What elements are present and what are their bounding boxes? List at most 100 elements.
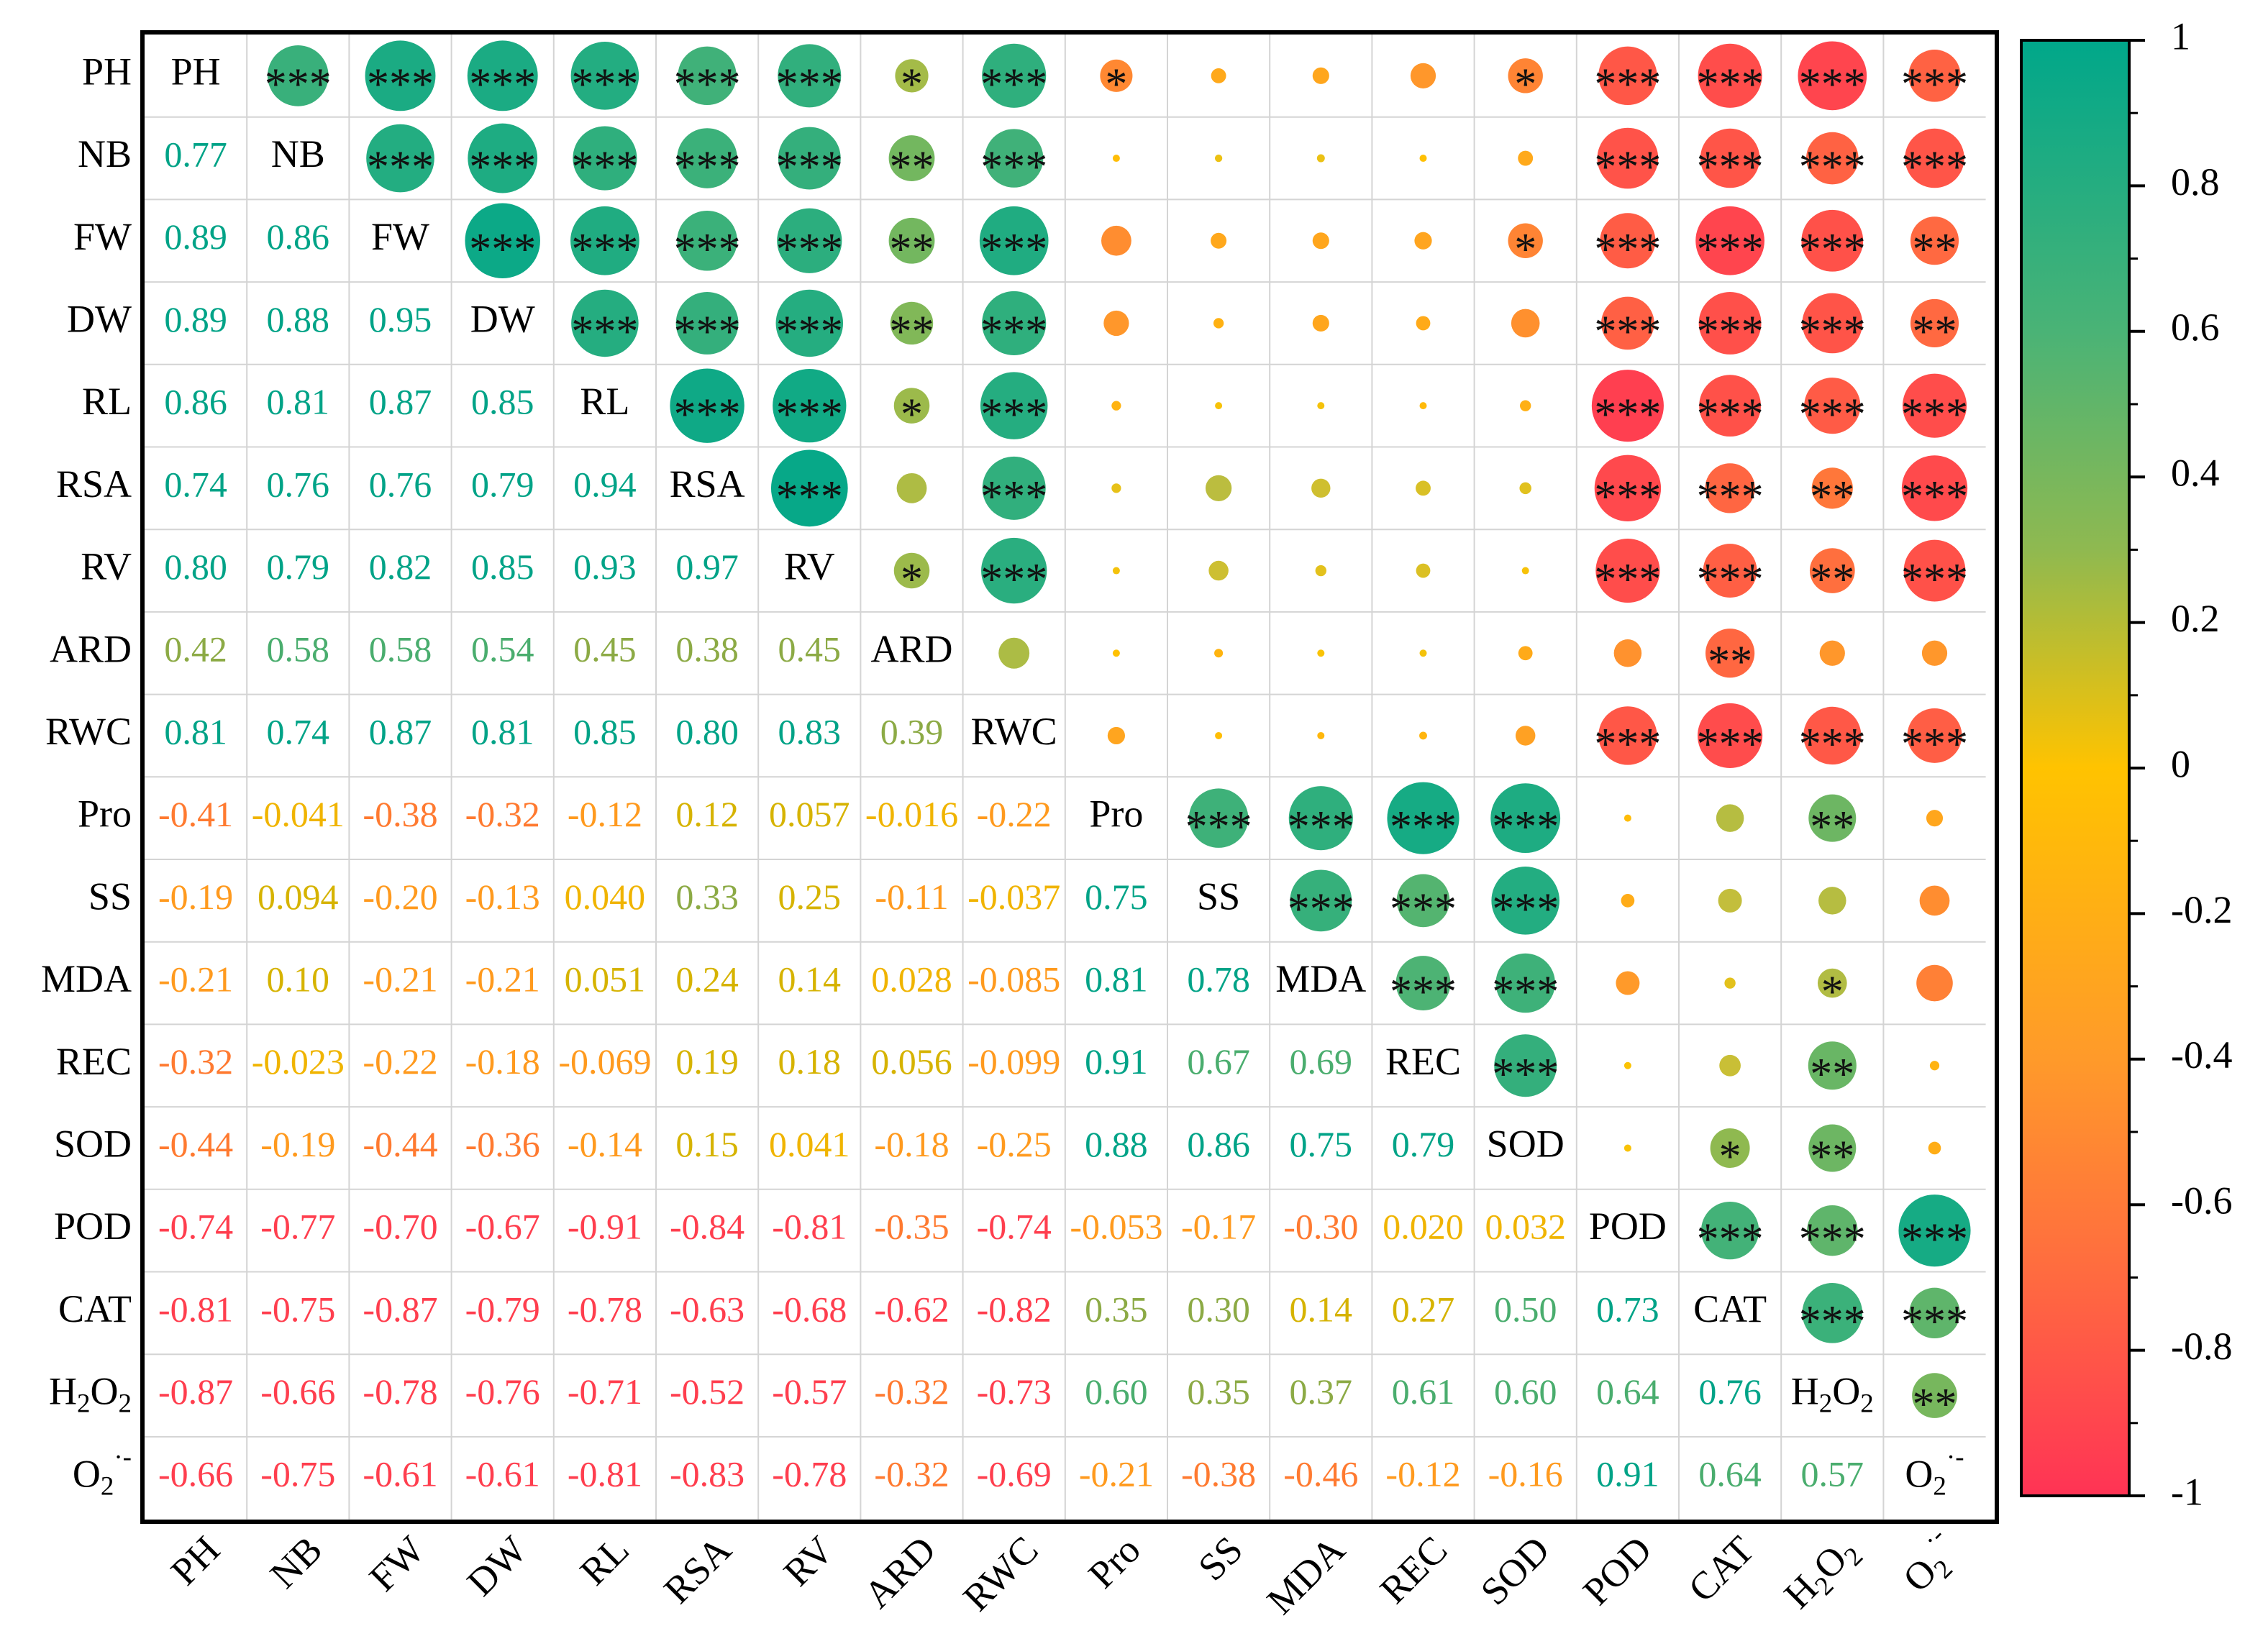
corr-circle <box>773 369 847 443</box>
corr-value: -0.61 <box>363 1454 437 1494</box>
corr-value: -0.069 <box>558 1041 651 1082</box>
corr-circle <box>1312 314 1329 332</box>
corr-circle <box>1909 1287 1960 1339</box>
diagonal-label-SOD: SOD <box>1487 1123 1565 1166</box>
corr-value: 0.75 <box>1085 877 1148 917</box>
corr-value: -0.21 <box>1079 1454 1154 1494</box>
corr-value: -0.69 <box>977 1454 1052 1494</box>
corr-value: -0.19 <box>158 877 233 917</box>
corr-circle <box>1718 888 1742 913</box>
corr-circle <box>670 368 744 443</box>
corr-circle <box>1414 232 1432 250</box>
diagonal-label-CAT: CAT <box>1693 1287 1767 1330</box>
colorbar-tick-label: 0 <box>2171 742 2190 785</box>
corr-value: -0.66 <box>260 1371 335 1412</box>
significance-mark: *** <box>1288 803 1354 851</box>
corr-value: 0.76 <box>267 464 330 504</box>
corr-value: 0.27 <box>1392 1289 1455 1329</box>
colorbar-tick-label: -0.4 <box>2171 1033 2232 1077</box>
corr-circle <box>1387 782 1459 854</box>
colorbar-tick-label: -0.8 <box>2171 1325 2232 1368</box>
corr-value: -0.41 <box>158 794 233 834</box>
corr-value: 0.42 <box>164 629 227 670</box>
x-tick-DW: DW <box>459 1528 535 1604</box>
corr-circle <box>1808 1041 1857 1090</box>
y-tick-label-Pro: Pro <box>78 792 132 836</box>
corr-value: -0.21 <box>363 959 437 1000</box>
corr-value: 0.45 <box>573 629 637 670</box>
y-tick-label-RSA: RSA <box>56 462 132 506</box>
corr-value: 0.97 <box>675 547 739 587</box>
corr-value: 0.64 <box>1596 1371 1659 1412</box>
corr-circle <box>1908 50 1961 102</box>
y-tick-label-ARD: ARD <box>50 628 132 671</box>
significance-mark: *** <box>674 142 741 191</box>
diagonal-label-ARD: ARD <box>870 628 952 671</box>
corr-circle <box>896 472 927 503</box>
corr-circle <box>979 206 1049 275</box>
significance-mark: *** <box>1492 885 1559 934</box>
corr-circle <box>1208 560 1229 581</box>
corr-circle <box>775 289 844 357</box>
corr-value: -0.57 <box>772 1371 847 1412</box>
corr-value: 0.80 <box>675 711 739 752</box>
corr-circle <box>1214 154 1223 163</box>
significance-mark: ** <box>890 142 934 191</box>
x-tick-RSA: RSA <box>656 1528 740 1612</box>
corr-value: 0.35 <box>1085 1289 1148 1329</box>
significance-mark: ** <box>1810 1133 1854 1182</box>
x-tick-label-RWC: RWC <box>955 1528 1047 1620</box>
corr-value: -0.16 <box>1488 1454 1563 1494</box>
x-tick-RWC: RWC <box>955 1528 1047 1620</box>
x-tick-SS: SS <box>1190 1528 1251 1589</box>
corr-value: 0.58 <box>369 629 432 670</box>
corr-value: 0.58 <box>267 629 330 670</box>
significance-mark: *** <box>571 225 638 274</box>
significance-mark: ** <box>1810 1050 1854 1099</box>
x-tick-NB: NB <box>262 1528 330 1597</box>
significance-mark: *** <box>1799 142 1866 191</box>
corr-value: 0.85 <box>573 711 637 752</box>
corr-value: -0.73 <box>977 1371 1052 1412</box>
significance-mark: *** <box>1901 1215 1968 1264</box>
corr-circle <box>1288 786 1353 851</box>
significance-mark: ** <box>890 225 934 274</box>
significance-mark: *** <box>980 225 1047 274</box>
significance-mark: *** <box>776 472 843 521</box>
corr-value: -0.79 <box>465 1289 540 1329</box>
corr-value: 0.056 <box>871 1041 952 1082</box>
corr-value: -0.099 <box>967 1041 1060 1082</box>
corr-circle <box>1316 154 1325 163</box>
x-tick-label-MDA: MDA <box>1259 1528 1354 1623</box>
y-tick-label-O2-: O2·- <box>73 1443 132 1502</box>
corr-circle <box>1809 548 1855 593</box>
significance-mark: *** <box>469 225 536 274</box>
corr-circle <box>1521 567 1529 575</box>
corr-circle <box>888 217 935 264</box>
corr-value: -0.053 <box>1070 1207 1162 1247</box>
corr-value: -0.17 <box>1181 1207 1256 1247</box>
corr-value: -0.71 <box>568 1371 642 1412</box>
x-tick-label-CAT: CAT <box>1680 1528 1763 1611</box>
corr-circle <box>1804 378 1861 434</box>
corr-circle <box>1518 150 1534 166</box>
corr-value: -0.67 <box>465 1207 540 1247</box>
corr-circle <box>1600 213 1656 269</box>
corr-circle <box>1807 1205 1858 1256</box>
corr-value: -0.38 <box>1181 1454 1256 1494</box>
y-tick-label-FW: FW <box>73 215 132 258</box>
corr-value: 0.88 <box>1085 1124 1148 1164</box>
corr-circle <box>1698 292 1762 355</box>
corr-circle <box>1705 629 1755 678</box>
corr-value: 0.38 <box>675 629 739 670</box>
significance-mark: ** <box>1913 225 1957 274</box>
corr-circle <box>893 552 930 589</box>
corr-circle <box>1623 1061 1631 1069</box>
corr-circle <box>998 637 1030 669</box>
corr-circle <box>677 128 737 188</box>
colorbar-tick-label: -0.2 <box>2171 888 2232 931</box>
corr-circle <box>1803 706 1862 765</box>
significance-mark: *** <box>980 390 1047 439</box>
corr-circle <box>1317 402 1325 410</box>
corr-value: -0.32 <box>158 1041 233 1082</box>
